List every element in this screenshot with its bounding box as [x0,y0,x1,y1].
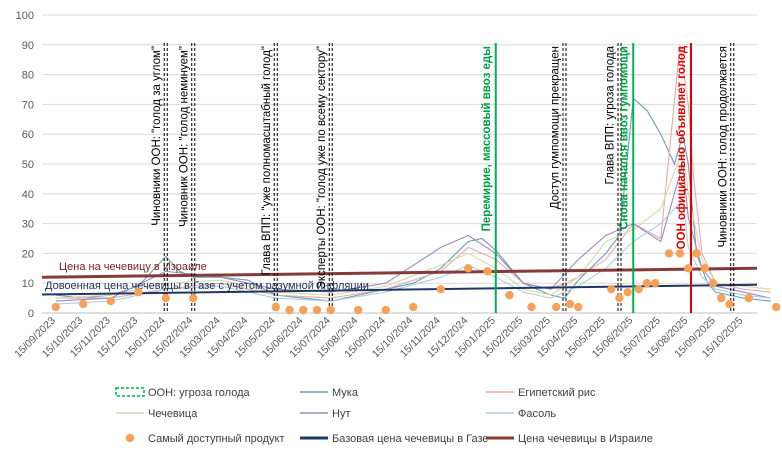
cheapest-point [772,303,780,311]
y-tick-label: 100 [16,10,34,22]
legend-label: Мука [332,387,359,399]
cheapest-point [725,300,733,308]
cheapest-point [651,279,659,287]
cheapest-point [505,291,513,299]
legend: ООН: угроза голода Мука Египетский рис Чече… [116,387,653,445]
cheapest-point [527,303,535,311]
event-label: Глава ВПП: угроза голода [605,45,617,184]
cheapest-point [665,249,673,257]
cheapest-point [354,306,362,314]
cheapest-point [272,303,280,311]
cheapest-point [299,306,307,314]
x-axis: 15/09/202315/10/202315/11/202315/12/2023… [12,315,745,361]
y-tick-label: 40 [22,189,34,201]
cheapest-point [701,264,709,272]
cheapest-point [676,249,684,257]
cheapest-point [607,285,615,293]
cheapest-point [52,303,60,311]
y-tick-label: 0 [28,308,34,320]
event-label: Перемирие, массовый ввоз еды [481,46,493,232]
event-label: Чиновники ООН: "голод за углом" [151,46,163,226]
legend-label: Нут [332,408,350,420]
cheapest-point [313,306,321,314]
legend-label: Цена чечевицы в Израиле [518,433,653,445]
y-tick-label: 10 [22,278,34,290]
cheapest-point [382,306,390,314]
y-tick-label: 80 [22,70,34,82]
cheapest-point [162,294,170,302]
legend-swatch [126,434,134,442]
cheapest-point [134,288,142,296]
cheapest-point [717,294,725,302]
cheapest-point [327,306,335,314]
israel-price-label: Цена на чечевицу в Израиле [59,261,207,273]
event-label: Доступ гумпомощи прекращен [550,46,562,209]
y-tick-label: 30 [22,219,34,231]
event-label: Чиновник ООН: "голод неминуем" [178,46,190,227]
legend-label: Базовая цена чечевицы в Газе [332,433,489,445]
cheapest-point [189,294,197,302]
legend-label: Египетский рис [518,387,596,399]
y-tick-label: 90 [22,40,34,52]
cheapest-point [79,300,87,308]
y-tick-label: 20 [22,248,34,260]
cheapest-point [684,264,692,272]
event-label: Снова начался ввоз гумпомощи [618,46,630,230]
cheapest-point [483,267,491,275]
cheapest-point [624,288,632,296]
event-label: Чиновники ООН: голод продолжается [717,46,729,247]
cheapest-point [574,303,582,311]
cheapest-point [552,303,560,311]
legend-label: ООН: угроза голода [148,387,250,399]
y-tick-label: 60 [22,129,34,141]
legend-label: Чечевица [148,408,198,420]
cheapest-point [409,303,417,311]
event-label: Глава ВПП: "уже полномасштабный голод" [261,46,273,275]
legend-swatch [116,388,144,396]
cheapest-point [566,300,574,308]
y-axis: 0 10 20 30 40 50 60 70 80 90 100 [16,10,34,320]
legend-label: Самый доступный продукт [148,433,285,445]
event-label: ООН официально объявляет голод [676,45,688,249]
cheapest-point [745,294,753,302]
cheapest-point [709,279,717,287]
cheapest-point [285,306,293,314]
cheapest-point [635,285,643,293]
cheapest-point [692,249,700,257]
y-tick-label: 50 [22,159,34,171]
legend-label: Фасоль [518,408,556,420]
cheapest-point [615,294,623,302]
cheapest-point [643,279,651,287]
cheapest-point [107,297,115,305]
cheapest-point [437,285,445,293]
event-label: Эксперты ООН: "голод уже по всему сектор… [316,46,328,289]
cheapest-point [464,264,472,272]
y-tick-label: 70 [22,99,34,111]
